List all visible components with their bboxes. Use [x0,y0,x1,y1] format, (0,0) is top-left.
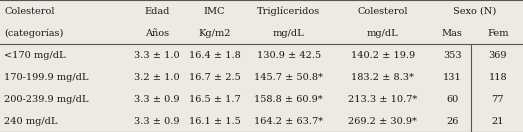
Text: 3.3 ± 0.9: 3.3 ± 0.9 [134,117,180,126]
Text: 213.3 ± 10.7*: 213.3 ± 10.7* [348,95,417,103]
Text: mg/dL: mg/dL [273,29,304,37]
Text: 26: 26 [446,117,459,126]
Text: 21: 21 [492,117,504,126]
Text: 118: 118 [488,72,507,81]
Text: 16.4 ± 1.8: 16.4 ± 1.8 [189,51,241,60]
Text: 158.8 ± 60.9*: 158.8 ± 60.9* [254,95,323,103]
Text: (categorías): (categorías) [4,28,64,38]
Text: 77: 77 [492,95,504,103]
Text: 16.1 ± 1.5: 16.1 ± 1.5 [189,117,241,126]
Text: IMC: IMC [204,6,225,15]
Text: Kg/m2: Kg/m2 [198,29,231,37]
Text: 369: 369 [488,51,507,60]
Text: Edad: Edad [144,6,170,15]
Text: 3.3 ± 1.0: 3.3 ± 1.0 [134,51,180,60]
Text: 240 mg/dL: 240 mg/dL [4,117,58,126]
Text: Años: Años [145,29,169,37]
Text: 170-199.9 mg/dL: 170-199.9 mg/dL [4,72,89,81]
Text: 60: 60 [446,95,458,103]
Text: 140.2 ± 19.9: 140.2 ± 19.9 [350,51,415,60]
Text: 3.2 ± 1.0: 3.2 ± 1.0 [134,72,180,81]
Text: Mas: Mas [442,29,463,37]
Text: Triglíceridos: Triglíceridos [257,6,321,16]
Text: 269.2 ± 30.9*: 269.2 ± 30.9* [348,117,417,126]
Text: 353: 353 [443,51,462,60]
Text: 3.3 ± 0.9: 3.3 ± 0.9 [134,95,180,103]
Text: 16.5 ± 1.7: 16.5 ± 1.7 [189,95,241,103]
Text: mg/dL: mg/dL [367,29,399,37]
Text: Colesterol: Colesterol [357,6,408,15]
Text: 145.7 ± 50.8*: 145.7 ± 50.8* [254,72,323,81]
Text: Colesterol: Colesterol [4,6,55,15]
Text: Sexo (N): Sexo (N) [453,6,497,15]
Text: 130.9 ± 42.5: 130.9 ± 42.5 [257,51,321,60]
Text: Fem: Fem [487,29,508,37]
Text: <170 mg/dL: <170 mg/dL [4,51,66,60]
Text: 16.7 ± 2.5: 16.7 ± 2.5 [189,72,241,81]
Text: 183.2 ± 8.3*: 183.2 ± 8.3* [351,72,414,81]
Text: 164.2 ± 63.7*: 164.2 ± 63.7* [254,117,323,126]
Text: 200-239.9 mg/dL: 200-239.9 mg/dL [4,95,89,103]
Text: 131: 131 [443,72,462,81]
